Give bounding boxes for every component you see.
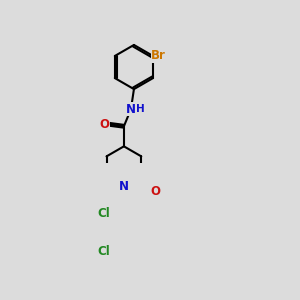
Text: Cl: Cl bbox=[98, 245, 110, 258]
Text: H: H bbox=[136, 104, 145, 114]
Text: N: N bbox=[126, 103, 136, 116]
Text: N: N bbox=[119, 180, 129, 193]
Text: O: O bbox=[150, 185, 160, 198]
Text: Br: Br bbox=[151, 50, 166, 62]
Text: O: O bbox=[100, 118, 110, 131]
Text: Cl: Cl bbox=[98, 207, 110, 220]
